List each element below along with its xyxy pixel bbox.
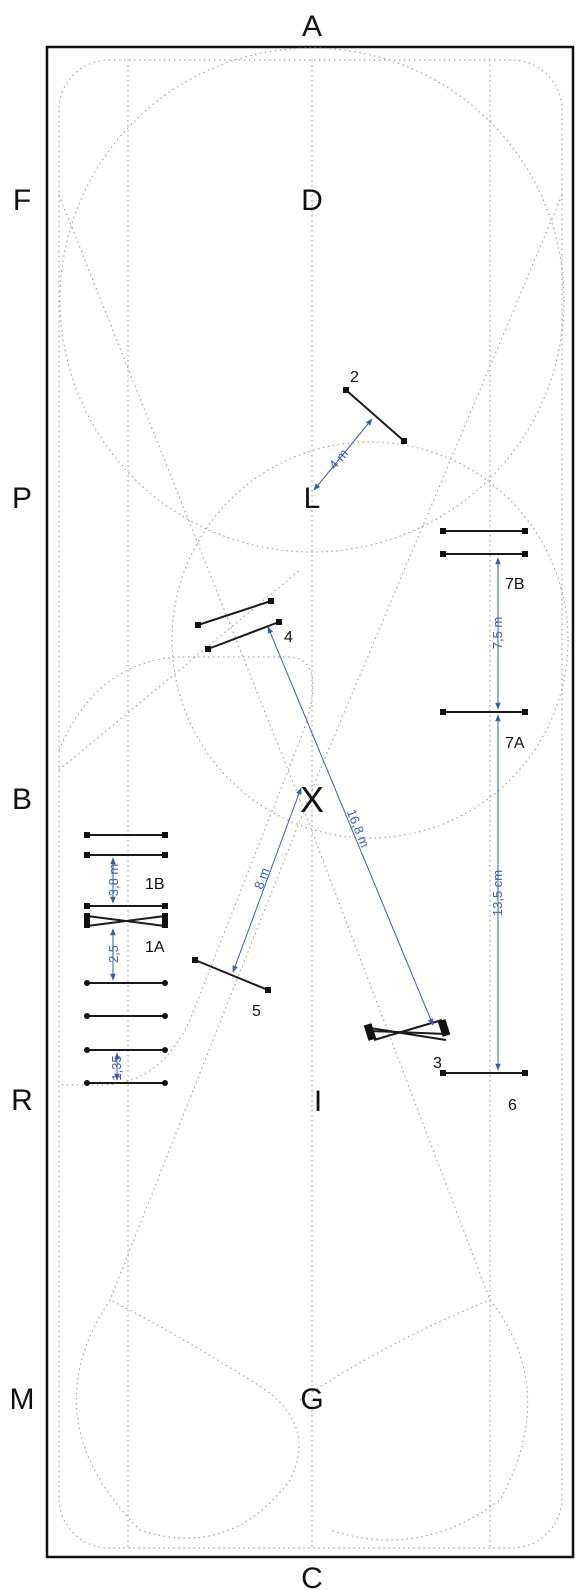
letter-i: I <box>314 1085 322 1118</box>
letter-f: F <box>13 184 31 217</box>
obstacle-4: 4 <box>195 598 293 652</box>
measure-7-5m: 7,5 m <box>490 617 505 650</box>
obstacle-3: 3 <box>363 1019 451 1072</box>
measure-13-5cm: 13,5 cm <box>490 870 505 916</box>
obstacle-2-label: 2 <box>350 369 359 386</box>
obstacle-5: 5 <box>192 957 271 1020</box>
obstacle-6: 6 <box>440 1070 528 1114</box>
letter-p: P <box>12 482 32 515</box>
obstacle-1b: 1B <box>84 832 168 893</box>
measure-3-8m: 3,8 m <box>106 864 121 897</box>
measure-1-35: 1,35 <box>109 1055 124 1080</box>
letter-l: L <box>304 482 321 515</box>
arena-border <box>45 45 575 1559</box>
measure-4m: 4 m <box>326 446 351 472</box>
letter-b: B <box>12 783 32 816</box>
obstacle-7a-label: 7A <box>505 735 525 752</box>
letter-x: X <box>300 779 324 820</box>
obstacle-7a: 7A <box>440 709 528 752</box>
obstacle-1b-label: 1B <box>145 876 165 893</box>
obstacle-7b: 7B <box>440 528 528 593</box>
obstacle-2: 2 <box>343 369 407 444</box>
letter-d: D <box>301 184 323 217</box>
obstacle-3-label: 3 <box>433 1055 442 1072</box>
obstacle-7b-label: 7B <box>505 576 525 593</box>
obstacle-6-label: 6 <box>508 1097 517 1114</box>
measure-8m: 8 m <box>251 866 273 891</box>
obstacle-1a: 1A <box>84 903 168 956</box>
obstacle-4-label: 4 <box>284 629 293 646</box>
letter-m: M <box>10 1383 35 1416</box>
letter-g: G <box>300 1383 323 1416</box>
letter-c: C <box>301 1562 323 1590</box>
measure-16-8m: 16,8 m <box>344 807 373 849</box>
letter-r: R <box>11 1084 33 1117</box>
measure-2-5: 2,5 <box>106 945 121 963</box>
obstacle-5-label: 5 <box>252 1003 261 1020</box>
ground-poles <box>84 980 168 1086</box>
letter-a: A <box>302 10 322 43</box>
obstacle-1a-label: 1A <box>145 939 165 956</box>
